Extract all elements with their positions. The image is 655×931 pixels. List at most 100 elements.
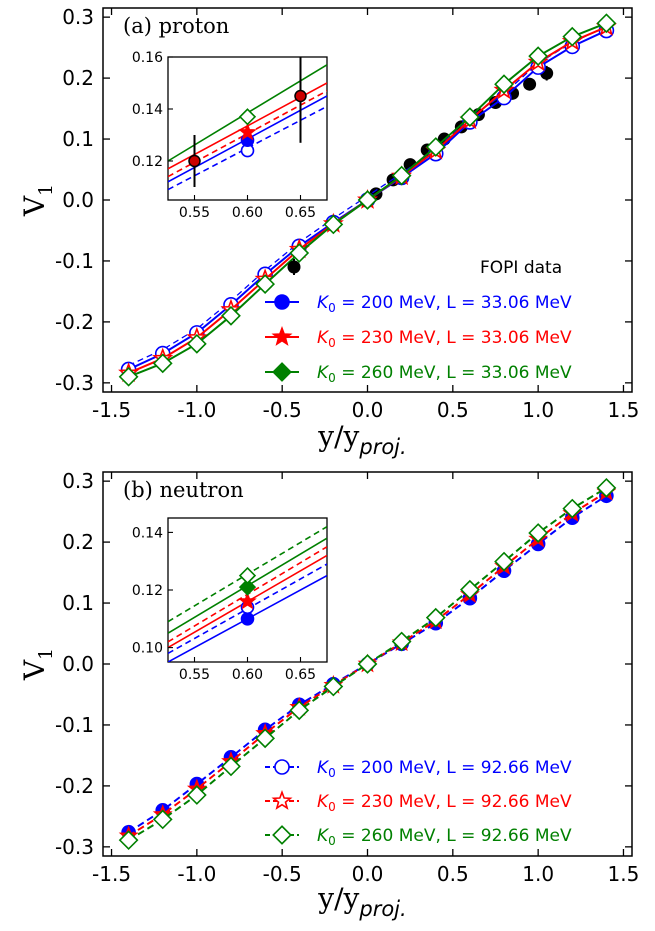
series-point [357, 190, 378, 210]
series-point [255, 274, 275, 294]
legend-label: K0 = 260 MeV, L = 92.66 MeV [317, 826, 572, 848]
x-tick-label: -1.0 [177, 862, 216, 886]
series-point [562, 26, 583, 47]
x-tick-label: 1.0 [522, 862, 554, 886]
y-tick-label: -0.3 [55, 371, 94, 395]
inset-x-tick-label: 0.55 [179, 667, 210, 683]
series-point [221, 756, 241, 777]
inset-fopi-point [294, 89, 307, 103]
y-tick-label: 0.2 [62, 530, 94, 554]
y-tick-label: -0.1 [55, 713, 94, 737]
fopi-data-point [523, 77, 537, 91]
legend-fopi-marker [287, 260, 301, 274]
x-tick-label: -0.5 [263, 398, 302, 422]
series-point [391, 165, 412, 186]
inset-x-tick-label: 0.60 [232, 205, 263, 221]
inset-y-tick-label: 0.12 [132, 583, 163, 599]
panel-label: (a) proton [123, 14, 229, 38]
legend-label-rest: = 230 MeV, L = 33.06 MeV [336, 328, 572, 348]
x-tick-label: 1.0 [522, 398, 554, 422]
y-axis-label: V1 [18, 648, 57, 681]
x-axis-label: y/yproj. [317, 882, 406, 921]
inset-x-tick-label: 0.65 [285, 205, 316, 221]
y-axis-label: V1 [18, 184, 57, 217]
series-point [289, 700, 310, 721]
series-point [460, 579, 480, 600]
inset-point [238, 122, 257, 141]
legend-label: K0 = 200 MeV, L = 33.06 MeV [317, 293, 572, 315]
inset-x-tick-label: 0.55 [179, 205, 210, 221]
legend-label-rest: = 260 MeV, L = 33.06 MeV [336, 363, 572, 383]
series-point [391, 631, 412, 652]
panel-label: (b) neutron [123, 478, 244, 502]
legend-label-sub: 0 [328, 800, 336, 814]
x-tick-label: -1.0 [177, 398, 216, 422]
legend-label: K0 = 260 MeV, L = 33.06 MeV [317, 363, 572, 385]
legend-label-symbol: K [317, 826, 330, 846]
x-axis-label-sub: proj. [358, 897, 406, 921]
series-point [221, 305, 241, 326]
y-tick-label: 0.0 [62, 652, 94, 676]
legend-label-sub: 0 [328, 336, 336, 350]
x-axis-label: y/yproj. [317, 420, 406, 459]
series-point [152, 353, 173, 374]
series-point [596, 477, 617, 498]
y-tick-label: 0.1 [62, 127, 94, 151]
panel-proton: -1.5 -1.0 -0.5 0.0 0.5 1.0 1.5 -0.3 -0.2 -0.1 0.0 0… [18, 5, 639, 459]
series-point [562, 498, 583, 519]
series-point [460, 107, 480, 127]
y-tick-label: 0.3 [62, 469, 94, 493]
inset: 0.55 0.60 0.65 0.10 0.12 0.14 [132, 517, 328, 683]
legend-label-symbol: K [317, 328, 330, 348]
legend-label-sub: 0 [328, 301, 336, 315]
y-tick-label: -0.2 [55, 774, 94, 798]
x-tick-label: 0.5 [437, 398, 469, 422]
series-point [152, 809, 173, 830]
inset: 0.55 0.60 0.65 0.12 0.14 0.16 [132, 50, 328, 221]
series-point [255, 728, 275, 749]
series-point [186, 333, 207, 354]
x-tick-label: -1.5 [92, 398, 131, 422]
legend-label-rest: = 230 MeV, L = 92.66 MeV [336, 792, 572, 812]
y-tick-label: -0.1 [55, 249, 94, 273]
legend-label-rest: = 260 MeV, L = 92.66 MeV [336, 826, 572, 846]
legend-label-rest: = 200 MeV, L = 92.66 MeV [336, 758, 572, 778]
legend-label-symbol: K [317, 758, 330, 778]
y-tick-label: 0.0 [62, 188, 94, 212]
inset-y-tick-label: 0.14 [132, 525, 163, 541]
series-point [425, 607, 446, 628]
series-point [323, 676, 344, 697]
y-axis-label-main: V [18, 659, 51, 681]
x-axis-label-main: y/y [317, 882, 359, 915]
inset-plot [168, 525, 327, 662]
legend-marker [274, 759, 290, 775]
inset-y-tick-label: 0.14 [132, 102, 163, 118]
y-axis-label-main: V [18, 195, 51, 217]
y-tick-label: 0.1 [62, 591, 94, 615]
y-tick-label: -0.2 [55, 310, 94, 334]
series-point [528, 46, 549, 67]
legend-label: K0 = 230 MeV, L = 33.06 MeV [317, 328, 572, 350]
inset-point [240, 611, 255, 626]
x-axis-label-main: y/y [317, 420, 359, 453]
series-point [357, 654, 378, 674]
legend-label-sub: 0 [328, 371, 336, 385]
series-point [118, 366, 139, 387]
legend-label-rest: = 200 MeV, L = 33.06 MeV [336, 293, 572, 313]
legend-marker [272, 825, 292, 845]
inset-point [238, 578, 257, 596]
legend-label-symbol: K [317, 792, 330, 812]
inset-y-tick-label: 0.16 [132, 50, 163, 66]
inset-plot [168, 57, 327, 191]
series-point [186, 785, 207, 805]
inset-x-tick-label: 0.65 [285, 667, 316, 683]
x-tick-label: 1.5 [608, 862, 640, 886]
series-point [494, 551, 514, 572]
x-tick-label: -0.5 [263, 862, 302, 886]
legend-label: K0 = 230 MeV, L = 92.66 MeV [317, 792, 572, 814]
x-tick-label: 0.5 [437, 862, 469, 886]
inset-point [238, 591, 257, 610]
x-tick-label: 0.0 [352, 862, 384, 886]
